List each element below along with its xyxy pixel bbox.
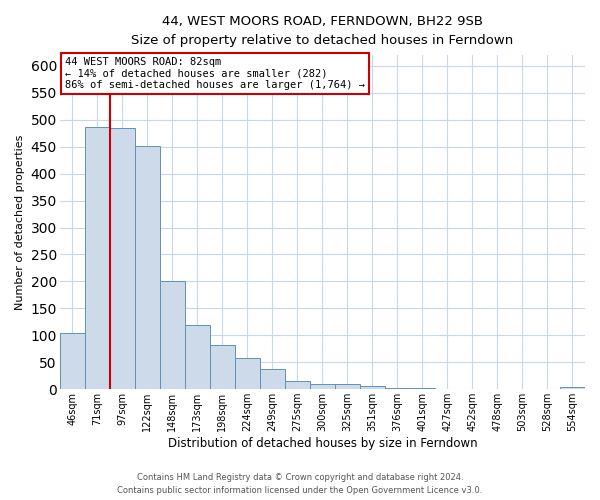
- Bar: [460, 388, 485, 389]
- Bar: [260, 369, 285, 389]
- Title: 44, WEST MOORS ROAD, FERNDOWN, BH22 9SB
Size of property relative to detached ho: 44, WEST MOORS ROAD, FERNDOWN, BH22 9SB …: [131, 15, 514, 47]
- Bar: [160, 282, 185, 389]
- Bar: [185, 324, 210, 389]
- Bar: [435, 388, 460, 389]
- Bar: [285, 381, 310, 389]
- Text: 44 WEST MOORS ROAD: 82sqm
← 14% of detached houses are smaller (282)
86% of semi: 44 WEST MOORS ROAD: 82sqm ← 14% of detac…: [65, 57, 365, 90]
- Bar: [85, 127, 110, 389]
- Bar: [110, 128, 135, 389]
- Bar: [335, 384, 360, 389]
- Y-axis label: Number of detached properties: Number of detached properties: [15, 134, 25, 310]
- X-axis label: Distribution of detached houses by size in Ferndown: Distribution of detached houses by size …: [167, 437, 477, 450]
- Bar: [560, 387, 585, 389]
- Text: Contains HM Land Registry data © Crown copyright and database right 2024.
Contai: Contains HM Land Registry data © Crown c…: [118, 474, 482, 495]
- Bar: [310, 384, 335, 389]
- Bar: [385, 388, 410, 389]
- Bar: [410, 388, 435, 389]
- Bar: [60, 332, 85, 389]
- Bar: [360, 386, 385, 389]
- Bar: [210, 345, 235, 389]
- Bar: [135, 146, 160, 389]
- Bar: [235, 358, 260, 389]
